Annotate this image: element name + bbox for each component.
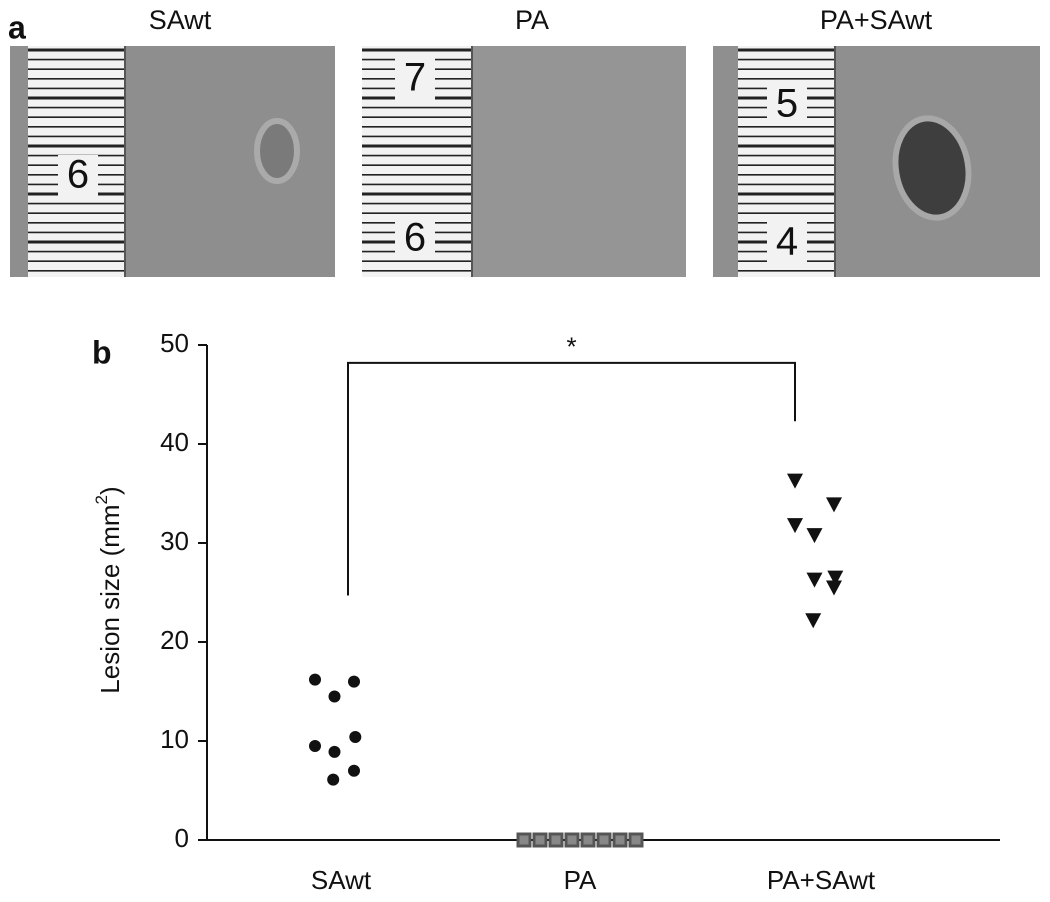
ruler-number: 5 xyxy=(776,82,798,126)
lesion xyxy=(892,115,972,221)
y-axis-label-text: Lesion size (mm xyxy=(95,504,125,693)
ruler-number: 7 xyxy=(404,56,426,100)
data-point xyxy=(826,497,842,513)
y-axis-label-sup: 2 xyxy=(92,495,111,504)
photo-title: PA+SAwt xyxy=(820,5,933,35)
y-axis-label-suffix: ) xyxy=(95,486,125,495)
lesion xyxy=(254,118,300,184)
y-axis-label: Lesion size (mm2) xyxy=(92,486,124,693)
y-tick-label: 0 xyxy=(175,823,189,853)
ruler-label-bg xyxy=(767,222,807,264)
data-point xyxy=(309,739,321,752)
ruler-number: 6 xyxy=(404,216,426,260)
ruler-number: 6 xyxy=(67,153,89,197)
data-point xyxy=(806,528,823,544)
data-point xyxy=(309,673,321,686)
data-point xyxy=(628,832,644,848)
photo-title: PA xyxy=(515,5,549,35)
data-point xyxy=(826,580,842,596)
data-point xyxy=(348,675,360,688)
data-point xyxy=(787,473,803,489)
data-point xyxy=(827,570,844,586)
data-point xyxy=(787,518,803,534)
data-point xyxy=(327,773,340,786)
data-point xyxy=(580,832,596,848)
panel-label: b xyxy=(92,334,112,370)
x-tick-label: PA xyxy=(564,865,597,895)
ruler-label-bg xyxy=(767,84,807,126)
data-point xyxy=(516,832,532,848)
data-point xyxy=(532,832,548,848)
photo-title: SAwt xyxy=(149,5,212,35)
data-point xyxy=(596,832,612,848)
data-point xyxy=(328,745,341,758)
ruler-number: 4 xyxy=(776,220,798,264)
data-point xyxy=(806,572,823,588)
panel-label: a xyxy=(8,9,26,45)
data-point xyxy=(349,731,362,744)
data-point xyxy=(564,832,580,848)
x-tick-label: PA+SAwt xyxy=(767,865,876,895)
data-point xyxy=(348,764,360,777)
ruler-label-bg xyxy=(395,218,435,260)
significance-label: * xyxy=(566,332,576,362)
data-point xyxy=(805,613,822,629)
y-tick-label: 10 xyxy=(160,724,189,754)
significance-bracket xyxy=(347,361,796,596)
y-tick-label: 40 xyxy=(160,427,189,457)
photos xyxy=(10,46,1040,277)
data-point xyxy=(612,832,628,848)
y-tick-label: 50 xyxy=(160,328,189,358)
y-tick-label: 30 xyxy=(160,526,189,556)
y-tick-label: 20 xyxy=(160,625,189,655)
data-point xyxy=(548,832,564,848)
data-point xyxy=(328,690,341,703)
ruler-label-bg xyxy=(58,155,98,197)
ruler-label-bg xyxy=(395,58,435,100)
x-tick-label: SAwt xyxy=(311,865,372,895)
